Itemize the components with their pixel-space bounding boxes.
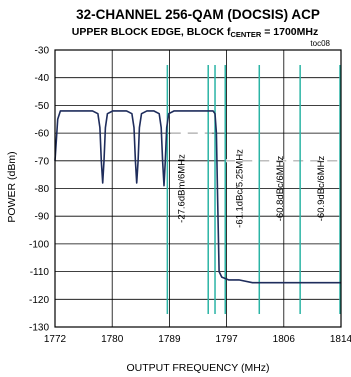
annotation-label: -61.1dBc/5.25MHz bbox=[234, 149, 245, 228]
x-tick-labels: 1772 1780 1789 1797 1806 1814 bbox=[44, 334, 351, 345]
y-tick-label: -80 bbox=[35, 184, 50, 195]
marker-lines bbox=[166, 65, 341, 314]
plot-frame bbox=[54, 49, 342, 328]
y-tick-label: -90 bbox=[35, 212, 50, 223]
y-tick-labels: -30 -40 -50 -60 -70 -80 -90 -100 -110 -120 -130 bbox=[29, 46, 49, 334]
x-tick-label: 1789 bbox=[158, 334, 181, 345]
x-tick-label: 1806 bbox=[273, 334, 296, 345]
chart-subtitle: UPPER BLOCK EDGE, BLOCK fCENTER = 1700MH… bbox=[72, 26, 318, 39]
grid-lines bbox=[55, 50, 341, 327]
y-tick-label: -110 bbox=[30, 267, 50, 278]
y-tick-label: -100 bbox=[29, 239, 49, 250]
x-tick-label: 1814 bbox=[330, 334, 351, 345]
y-tick-label: -130 bbox=[29, 323, 49, 334]
figure-id: toc08 bbox=[310, 39, 330, 48]
y-tick-label: -40 bbox=[35, 73, 50, 84]
reference-dashes bbox=[170, 131, 341, 163]
y-tick-label: -70 bbox=[35, 156, 50, 167]
x-tick-label: 1780 bbox=[101, 334, 124, 345]
y-tick-label: -30 bbox=[35, 46, 50, 57]
y-tick-label: -60 bbox=[35, 129, 50, 140]
annotations: -27.6dBm/6MHz -61.1dBc/5.25MHz -60.8dBc/6M… bbox=[176, 149, 327, 228]
chart-title: 32-CHANNEL 256-QAM (DOCSIS) ACP bbox=[76, 7, 320, 22]
y-axis-label: POWER (dBm) bbox=[6, 151, 18, 222]
power-trace bbox=[54, 110, 341, 284]
y-tick-label: -120 bbox=[29, 295, 49, 306]
x-tick-label: 1772 bbox=[44, 334, 67, 345]
annotation-label: -60.9dBc/6MHz bbox=[316, 156, 327, 222]
x-tick-label: 1797 bbox=[215, 334, 238, 345]
annotation-label: -60.8dBc/6MHz bbox=[275, 156, 286, 222]
y-tick-label: -50 bbox=[35, 101, 50, 112]
annotation-label: -27.6dBm/6MHz bbox=[176, 154, 187, 223]
x-axis-label: OUTPUT FREQUENCY (MHz) bbox=[126, 362, 269, 374]
